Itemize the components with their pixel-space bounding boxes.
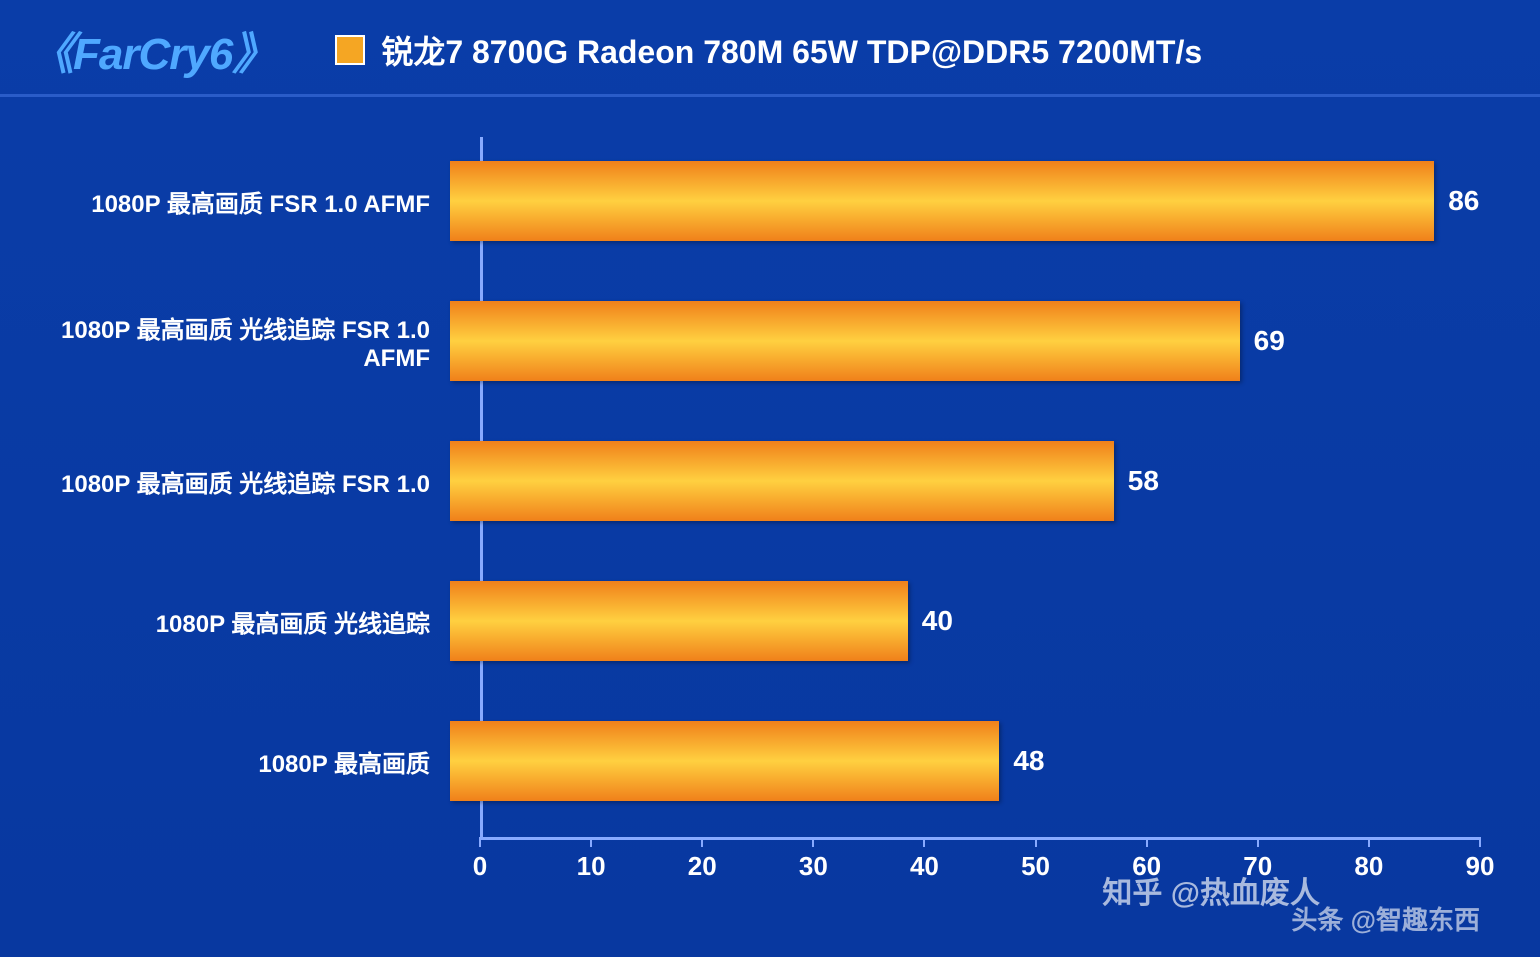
watermark-zhihu: 知乎 @热血废人: [1102, 868, 1320, 912]
x-tick-label: 90: [1466, 851, 1495, 882]
x-tick-label: 0: [473, 851, 487, 882]
x-tick-mark: [812, 837, 814, 847]
bar-row: 1080P 最高画质 光线追踪40: [30, 557, 1480, 685]
bar-value: 48: [1013, 745, 1044, 777]
x-tick-mark: [923, 837, 925, 847]
bar-row: 1080P 最高画质 FSR 1.0 AFMF86: [30, 137, 1480, 265]
legend-label: 锐龙7 8700G Radeon 780M 65W TDP@DDR5 7200M…: [381, 27, 1202, 73]
x-tick-mark: [1146, 837, 1148, 847]
bar-row: 1080P 最高画质 光线追踪 FSR 1.058: [30, 417, 1480, 545]
chart-area: 1080P 最高画质 FSR 1.0 AFMF861080P 最高画质 光线追踪…: [30, 137, 1480, 937]
bar-track: 40: [450, 581, 1480, 661]
bar-track: 58: [450, 441, 1480, 521]
bar-label: 1080P 最高画质 光线追踪 FSR 1.0 AFMF: [30, 310, 450, 373]
x-tick-label: 50: [1021, 851, 1050, 882]
bar: 58: [450, 441, 1114, 521]
bar: 48: [450, 721, 999, 801]
bar-track: 48: [450, 721, 1480, 801]
bar-value: 86: [1448, 185, 1479, 217]
bar-value: 69: [1254, 325, 1285, 357]
x-tick-mark: [590, 837, 592, 847]
bar-label: 1080P 最高画质 FSR 1.0 AFMF: [30, 184, 450, 219]
bar-value: 58: [1128, 465, 1159, 497]
legend: 锐龙7 8700G Radeon 780M 65W TDP@DDR5 7200M…: [335, 27, 1202, 73]
header: 《FarCry6》 锐龙7 8700G Radeon 780M 65W TDP@…: [0, 0, 1540, 97]
bar-value: 40: [922, 605, 953, 637]
bar: 69: [450, 301, 1240, 381]
x-tick-mark: [701, 837, 703, 847]
watermark-toutiao: 头条 @智趣东西: [1291, 900, 1480, 937]
bar-label: 1080P 最高画质 光线追踪 FSR 1.0: [30, 464, 450, 499]
bar-track: 69: [450, 301, 1480, 381]
bar-label: 1080P 最高画质 光线追踪: [30, 604, 450, 639]
x-tick-mark: [1257, 837, 1259, 847]
x-tick-label: 80: [1354, 851, 1383, 882]
x-tick-mark: [479, 837, 481, 847]
legend-swatch-icon: [335, 35, 365, 65]
bar-row: 1080P 最高画质 光线追踪 FSR 1.0 AFMF69: [30, 277, 1480, 405]
bars-group: 1080P 最高画质 FSR 1.0 AFMF861080P 最高画质 光线追踪…: [30, 137, 1480, 825]
x-tick-label: 10: [577, 851, 606, 882]
bar-row: 1080P 最高画质48: [30, 697, 1480, 825]
bar: 86: [450, 161, 1434, 241]
bar: 40: [450, 581, 908, 661]
x-tick-label: 30: [799, 851, 828, 882]
chart-title: 《FarCry6》: [30, 18, 275, 82]
bar-label: 1080P 最高画质: [30, 744, 450, 779]
chart-container: 《FarCry6》 锐龙7 8700G Radeon 780M 65W TDP@…: [0, 0, 1540, 957]
bar-track: 86: [450, 161, 1480, 241]
x-tick-mark: [1368, 837, 1370, 847]
x-axis: 0102030405060708090: [480, 837, 1480, 887]
x-tick-label: 40: [910, 851, 939, 882]
x-tick-mark: [1479, 837, 1481, 847]
x-tick-label: 20: [688, 851, 717, 882]
x-tick-mark: [1035, 837, 1037, 847]
